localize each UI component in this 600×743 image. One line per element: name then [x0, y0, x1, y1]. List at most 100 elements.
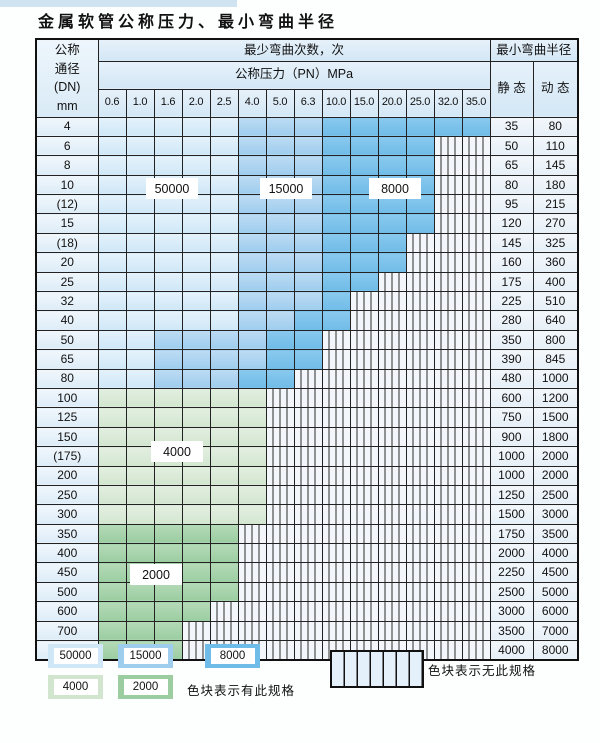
- dn-cell: 8: [35, 155, 99, 176]
- no-spec-cell: [349, 562, 379, 583]
- no-spec-cell: [349, 291, 379, 312]
- no-spec-cell: [461, 291, 491, 312]
- spec-cell: [181, 504, 211, 525]
- dynamic-radius-cell: 215: [532, 194, 579, 215]
- spec-cell: [97, 252, 127, 273]
- no-spec-cell: [433, 329, 463, 351]
- cycle-count-label: 15000: [260, 178, 312, 199]
- spec-cell: [237, 426, 267, 448]
- static-radius-cell: 2000: [489, 543, 534, 564]
- spec-cell: [237, 465, 267, 486]
- no-spec-cell: [293, 581, 323, 603]
- static-radius-cell: 35: [489, 116, 534, 137]
- table-row: 15 120 270: [35, 213, 579, 234]
- no-spec-cell: [265, 543, 295, 564]
- spec-cell: [265, 329, 295, 351]
- table-row: 100 600 1200: [35, 387, 579, 409]
- spec-cell: [209, 291, 239, 312]
- table-row: 50 350 800: [35, 329, 579, 351]
- spec-cell: [97, 329, 127, 351]
- dn-cell: 4: [35, 116, 99, 137]
- spec-cell: [125, 291, 155, 312]
- no-spec-cell: [237, 601, 267, 622]
- pressure-col-header: 0.6: [97, 88, 127, 118]
- no-spec-cell: [265, 387, 295, 409]
- no-spec-cell: [405, 446, 435, 467]
- spec-cell: [237, 232, 267, 254]
- dn-cell: 200: [35, 465, 99, 486]
- spec-cell: [349, 232, 379, 254]
- spec-cell: [181, 155, 211, 176]
- spec-cell: [293, 310, 323, 331]
- no-spec-cell: [237, 523, 267, 545]
- dynamic-radius-cell: 270: [532, 213, 579, 234]
- no-spec-cell: [349, 581, 379, 603]
- no-spec-cell: [433, 426, 463, 448]
- spec-cell: [97, 174, 127, 196]
- spec-cell: [153, 349, 183, 370]
- dn-cell: 250: [35, 484, 99, 506]
- table-row: (18) 145 325: [35, 232, 579, 254]
- no-spec-cell: [405, 601, 435, 622]
- table-row: 125 750 1500: [35, 407, 579, 428]
- static-radius-cell: 1500: [489, 504, 534, 525]
- spec-cell: [125, 601, 155, 622]
- spec-cell: [349, 155, 379, 176]
- spec-cell: [209, 523, 239, 545]
- no-spec-cell: [433, 252, 463, 273]
- no-spec-cell: [377, 465, 407, 486]
- pressure-radius-table: 公称 通径 (DN) mm 最少弯曲次数，次 最小弯曲半径 公称压力（PN）MP…: [35, 38, 579, 662]
- dn-cell: 15: [35, 213, 99, 234]
- spec-cell: [321, 213, 351, 234]
- dn-cell: 20: [35, 252, 99, 273]
- spec-cell: [181, 543, 211, 564]
- no-spec-cell: [209, 601, 239, 622]
- dynamic-radius-cell: 325: [532, 232, 579, 254]
- table-row: 20 160 360: [35, 252, 579, 273]
- no-spec-cell: [377, 504, 407, 525]
- dn-cell: (175): [35, 446, 99, 467]
- no-spec-cell: [461, 387, 491, 409]
- no-spec-cell: [461, 601, 491, 622]
- no-spec-cell: [349, 310, 379, 331]
- spec-cell: [265, 155, 295, 176]
- spec-cell: [209, 329, 239, 351]
- no-spec-cell: [433, 310, 463, 331]
- spec-cell: [181, 194, 211, 215]
- no-spec-cell: [237, 562, 267, 583]
- spec-cell: [265, 349, 295, 370]
- no-spec-cell: [265, 523, 295, 545]
- spec-cell: [461, 116, 491, 137]
- no-spec-cell: [321, 504, 351, 525]
- spec-cell: [125, 387, 155, 409]
- table-row: 250 1250 2500: [35, 484, 579, 506]
- no-spec-cell: [349, 446, 379, 467]
- no-spec-cell: [349, 465, 379, 486]
- no-spec-cell: [321, 407, 351, 428]
- spec-cell: [321, 194, 351, 215]
- spec-cell: [181, 601, 211, 622]
- legend-swatch-label: 8000: [210, 648, 255, 664]
- pressure-col-header: 2.0: [181, 88, 211, 118]
- no-spec-cell: [321, 620, 351, 642]
- spec-cell: [321, 271, 351, 293]
- spec-cell: [265, 252, 295, 273]
- static-radius-cell: 95: [489, 194, 534, 215]
- table-row: 400 2000 4000: [35, 543, 579, 564]
- dynamic-radius-cell: 110: [532, 135, 579, 157]
- spec-cell: [349, 271, 379, 293]
- pressure-col-header: 1.0: [125, 88, 155, 118]
- spec-cell: [97, 368, 127, 389]
- spec-cell: [209, 581, 239, 603]
- dynamic-radius-cell: 640: [532, 310, 579, 331]
- no-spec-cell: [321, 329, 351, 351]
- spec-cell: [209, 543, 239, 564]
- pressure-col-header: 25.0: [405, 88, 435, 118]
- spec-cell: [209, 252, 239, 273]
- static-radius-cell: 480: [489, 368, 534, 389]
- no-spec-cell: [349, 504, 379, 525]
- no-spec-cell: [405, 562, 435, 583]
- no-spec-cell: [461, 349, 491, 370]
- no-spec-cell: [377, 271, 407, 293]
- static-radius-cell: 3000: [489, 601, 534, 622]
